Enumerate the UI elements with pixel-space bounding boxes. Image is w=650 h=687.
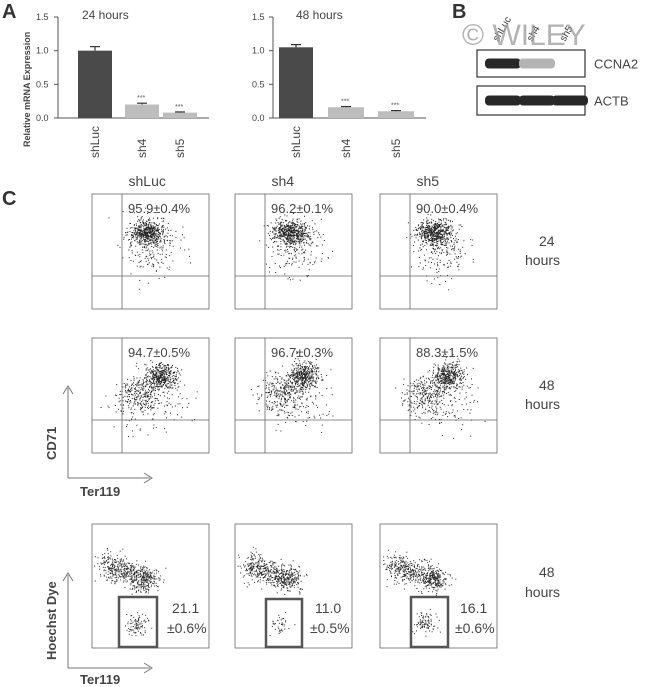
row-label-line1: 48 (539, 564, 555, 580)
y-tick-label: 1.5 (252, 12, 265, 22)
bar (163, 112, 197, 118)
quadrant-percent: 96.7±0.3% (271, 345, 334, 360)
bar (125, 104, 159, 118)
y-tick-label: 0.0 (252, 113, 265, 123)
significance-mark: *** (175, 104, 183, 111)
row-label-line1: 48 (539, 377, 555, 393)
category-label: sh4 (339, 138, 353, 158)
gate-percent: 16.1 (460, 600, 487, 616)
significance-mark: *** (137, 95, 145, 102)
y-tick-label: 0.0 (36, 113, 49, 123)
x-axis-label: Ter119 (80, 672, 120, 687)
panel-label-c: C (2, 188, 16, 210)
plot-frame (379, 337, 498, 454)
row-label-line2: hours (525, 252, 560, 268)
flow-plot: 88.3±1.5% (379, 337, 498, 454)
flow-plot: 94.7±0.5% (91, 337, 210, 454)
plot-frame (91, 337, 210, 454)
y-axis-label: CD71 (44, 427, 59, 460)
quadrant-percent: 88.3±1.5% (416, 345, 479, 360)
flow-plot: 90.0±0.4% (379, 193, 498, 310)
y-tick-label: 1.0 (36, 46, 49, 56)
hoechst-plot: 16.1 ±0.6% (379, 523, 498, 649)
plot-events (259, 213, 333, 281)
gate-percent: 21.1 (172, 600, 199, 616)
flow-plot: 96.2±0.1% (234, 193, 353, 310)
side-population-gate (117, 595, 159, 649)
panel-label-a: A (2, 1, 16, 23)
blot-band (519, 58, 555, 69)
column-header: sh5 (417, 173, 440, 189)
hoechst-row: 21.1 ±0.6% 11.0 ±0.5% 16.1 ±0.6% 48 hours Hoechs… (44, 523, 560, 687)
column-header: sh4 (272, 173, 295, 189)
plot-events (406, 212, 474, 291)
plot-frame (379, 193, 498, 310)
category-label: sh4 (135, 138, 149, 158)
hoechst-arrow-head (62, 572, 74, 582)
category-label: shLuc (88, 126, 102, 158)
plot-events (108, 207, 192, 290)
watermark: © WILEY (462, 19, 586, 52)
plot-events (383, 549, 457, 637)
side-population-gate (409, 595, 450, 649)
blot-band-label: ACTB (594, 94, 629, 109)
quadrant-percent: 95.9±0.4% (128, 201, 191, 216)
plot-events (237, 546, 308, 637)
significance-mark: *** (391, 103, 399, 110)
gate-percent-error: ±0.6% (455, 620, 495, 636)
y-tick-label: 0.5 (36, 79, 49, 89)
gate-percent-error: ±0.6% (167, 620, 207, 636)
gate-percent: 11.0 (315, 600, 341, 616)
ter119-arrow-head (143, 662, 153, 674)
blot-band (519, 95, 555, 106)
cd71-arrow-head (62, 385, 74, 395)
blot-band (485, 58, 521, 69)
plot-frame (91, 193, 210, 310)
chart-title: 48 hours (296, 8, 343, 22)
plot-events (94, 548, 167, 637)
y-tick-label: 1.0 (252, 46, 265, 56)
plot-events (395, 353, 486, 439)
side-population-gate (264, 597, 304, 649)
y-tick-label: 1.5 (36, 12, 49, 22)
quadrant-percent: 96.2±0.1% (271, 201, 334, 216)
bar-chart-48h: 0.0 0.5 1.0 1.5 48 hours shLuc *** sh4 *** sh5 (252, 8, 426, 158)
ter119-arrow-head (143, 472, 153, 484)
x-axis-label: Ter119 (80, 484, 120, 499)
hoechst-plot: 11.0 ±0.5% (234, 523, 353, 649)
quadrant-percent: 94.7±0.5% (128, 345, 191, 360)
gate-percent-error: ±0.5% (310, 620, 350, 636)
category-label: shLuc (289, 126, 303, 158)
flow-plot: 96.7±0.3% (234, 337, 353, 454)
bar (78, 50, 112, 118)
flow-cytometry-grid: shLuc sh4 sh5 95.9±0.4% 96.2±0.1% 90.0±0.4% 24… (44, 173, 560, 499)
chart-title: 24 hours (82, 8, 129, 22)
y-axis-label: Relative mRNA Expression (22, 32, 32, 147)
bar (328, 107, 364, 118)
panel-label-b: B (452, 1, 466, 23)
category-label: sh5 (173, 138, 187, 158)
y-tick-label: 0.5 (252, 79, 265, 89)
row-label-line1: 24 (539, 233, 555, 249)
hoechst-plot: 21.1 ±0.6% (91, 523, 210, 649)
y-axis-label: Hoechst Dye (44, 581, 59, 660)
bar (279, 47, 313, 118)
flow-plot: 95.9±0.4% (91, 193, 210, 310)
column-header: shLuc (129, 173, 166, 189)
significance-mark: *** (341, 99, 349, 106)
plot-frame (234, 523, 353, 649)
category-label: sh5 (389, 138, 403, 158)
row-label-line2: hours (525, 584, 560, 600)
row-label-line2: hours (525, 396, 560, 412)
bar-chart-24h: 0.0 0.5 1.0 1.5 24 hours Relative mRNA Expres… (22, 8, 209, 158)
quadrant-percent: 90.0±0.4% (416, 201, 479, 216)
plot-events (250, 351, 334, 433)
blot-band (485, 95, 521, 106)
blot-band-label: CCNA2 (594, 57, 638, 72)
bar (378, 111, 414, 118)
plot-frame (234, 337, 353, 454)
blot-band (552, 95, 588, 106)
